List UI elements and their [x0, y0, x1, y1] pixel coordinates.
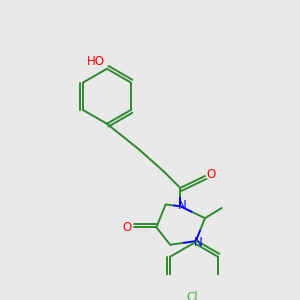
Text: O: O — [207, 168, 216, 181]
Text: Cl: Cl — [186, 290, 198, 300]
Text: N: N — [194, 236, 203, 248]
Text: HO: HO — [87, 55, 105, 68]
Text: O: O — [122, 221, 132, 234]
Text: N: N — [178, 199, 187, 212]
